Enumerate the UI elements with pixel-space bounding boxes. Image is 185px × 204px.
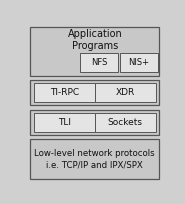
Text: XDR: XDR (116, 88, 135, 97)
FancyBboxPatch shape (120, 53, 158, 72)
Text: TLI: TLI (58, 118, 71, 127)
FancyBboxPatch shape (34, 83, 95, 102)
Text: Low-level network protocols
i.e. TCP/IP and IPX/SPX: Low-level network protocols i.e. TCP/IP … (34, 149, 155, 170)
FancyBboxPatch shape (30, 139, 159, 179)
FancyBboxPatch shape (30, 27, 159, 76)
FancyBboxPatch shape (80, 53, 118, 72)
FancyBboxPatch shape (30, 80, 159, 105)
Text: Sockets: Sockets (108, 118, 143, 127)
Text: NFS: NFS (91, 58, 108, 67)
FancyBboxPatch shape (95, 113, 156, 132)
FancyBboxPatch shape (34, 113, 95, 132)
Text: NIS+: NIS+ (128, 58, 149, 67)
Text: Application
Programs: Application Programs (68, 29, 122, 51)
FancyBboxPatch shape (95, 83, 156, 102)
FancyBboxPatch shape (30, 110, 159, 135)
Text: TI-RPC: TI-RPC (50, 88, 79, 97)
